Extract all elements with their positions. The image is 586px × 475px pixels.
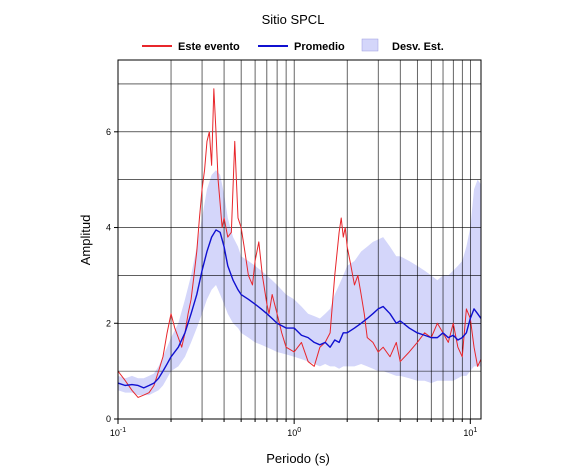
y-tick-label: 6 [106, 127, 111, 137]
chart-title: Sitio SPCL [262, 12, 325, 27]
x-tick-label: 100 [287, 427, 301, 438]
y-tick-label: 0 [106, 414, 111, 424]
y-axis-label: Amplitud [78, 215, 93, 266]
band-layer [118, 170, 481, 396]
x-tick-label: 10-1 [110, 427, 126, 438]
y-tick-label: 4 [106, 223, 111, 233]
legend-label-este-evento: Este evento [178, 41, 240, 53]
legend-label-promedio: Promedio [294, 41, 345, 53]
y-tick-label: 2 [106, 318, 111, 328]
series-line-promedio [117, 229, 482, 389]
plot-area: 0 2 4 6 10-1 100 101 [106, 59, 482, 438]
tick-layer: 0 2 4 6 10-1 100 101 [106, 127, 477, 438]
series-layer [117, 88, 482, 398]
std-dev-band [118, 170, 481, 396]
plot-frame [117, 59, 482, 420]
series-line-este-evento [117, 88, 482, 398]
legend-label-desv-est-: Desv. Est. [392, 41, 444, 53]
legend-swatch-desv-est- [361, 38, 379, 52]
legend: Este evento Promedio Desv. Est. [142, 38, 444, 53]
x-axis-label: Periodo (s) [266, 451, 330, 466]
x-tick-label: 101 [463, 427, 477, 438]
